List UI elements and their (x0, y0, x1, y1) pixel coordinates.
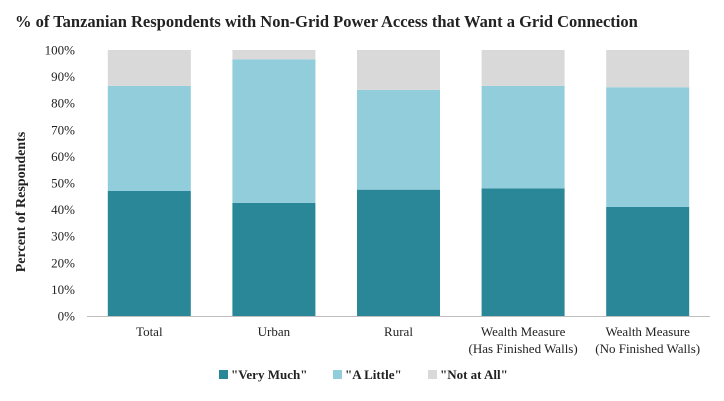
bar-segment (107, 190, 191, 316)
bar-segment (107, 50, 191, 86)
bar-group (107, 50, 690, 316)
y-tick-label: 0% (58, 309, 76, 324)
bar-segment (107, 85, 191, 191)
y-tick-label: 60% (51, 149, 75, 164)
y-tick-label: 100% (45, 43, 76, 58)
legend-swatch (333, 370, 342, 379)
y-tick-label: 30% (51, 229, 75, 244)
bar-segment (606, 206, 690, 316)
legend-label: "Not at All" (440, 367, 508, 382)
bar-segment (481, 50, 565, 86)
bar-segment (232, 202, 316, 316)
y-tick-label: 70% (51, 122, 75, 137)
x-tick-label: Rural (384, 324, 413, 339)
bar-segment (232, 59, 316, 203)
bar-segment (481, 188, 565, 316)
bar-segment (606, 87, 690, 207)
y-axis: 0% 10% 20% 30% 40% 50% 60% 70% 80% 90% 100% (45, 43, 76, 324)
bar-segment (481, 85, 565, 189)
bar-segment (357, 50, 440, 90)
y-axis-label: Percent of Respondents (14, 131, 29, 272)
bar-segment (357, 189, 440, 316)
legend: "Very Much" "A Little" "Not at All" (219, 367, 508, 382)
bar-segment (606, 50, 690, 88)
chart-title: % of Tanzanian Respondents with Non-Grid… (15, 12, 638, 31)
x-tick-label: Total (136, 324, 163, 339)
legend-swatch (219, 370, 228, 379)
y-tick-label: 50% (51, 176, 75, 191)
legend-label: "A Little" (345, 367, 402, 382)
y-tick-label: 80% (51, 96, 75, 111)
x-axis: Total Urban Rural Wealth Measure (Has Finish… (87, 316, 710, 356)
y-tick-label: 90% (51, 69, 75, 84)
y-tick-label: 20% (51, 255, 75, 270)
y-tick-label: 10% (51, 282, 75, 297)
x-tick-label: (Has Finished Walls) (468, 341, 577, 356)
bar-segment (232, 50, 316, 60)
x-tick-label: (No Finished Walls) (595, 341, 700, 356)
x-tick-label: Urban (258, 324, 291, 339)
legend-label: "Very Much" (231, 367, 307, 382)
x-tick-label: Wealth Measure (605, 324, 690, 339)
x-tick-label: Wealth Measure (481, 324, 566, 339)
y-tick-label: 40% (51, 202, 75, 217)
bar-segment (357, 89, 440, 190)
legend-swatch (428, 370, 437, 379)
